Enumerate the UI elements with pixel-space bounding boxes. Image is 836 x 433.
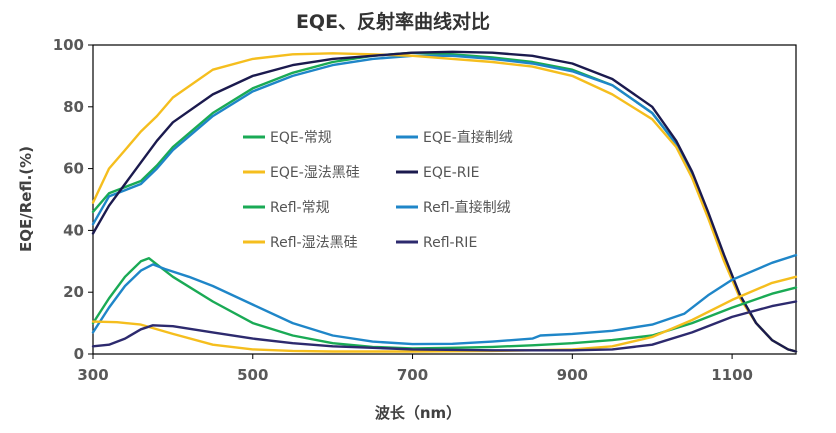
y-axis-title: EQE/Refl.(%)	[17, 146, 35, 252]
y-tick-label: 60	[63, 160, 84, 178]
series-line-7	[91, 275, 798, 353]
series-line-8	[91, 300, 798, 352]
x-tick-label: 1100	[711, 366, 753, 384]
legend-label: EQE-湿法黑硅	[270, 165, 360, 181]
series-line-4	[91, 50, 798, 353]
x-tick-label: 900	[557, 366, 588, 384]
legend-label: EQE-直接制绒	[423, 129, 513, 146]
plot-frame	[92, 44, 797, 355]
y-tick-label: 80	[63, 98, 84, 116]
chart-title: EQE、反射率曲线对比	[296, 10, 490, 33]
y-tick-label: 100	[53, 36, 84, 54]
series-line-6	[91, 253, 798, 346]
y-tick-label: 20	[63, 283, 84, 301]
legend-label: Refl-直接制绒	[423, 199, 511, 216]
legend-label: EQE-常规	[270, 130, 332, 146]
y-tick-label: 40	[63, 221, 84, 239]
series-line-3	[91, 52, 798, 353]
x-axis-title: 波长（nm）	[375, 404, 461, 422]
x-tick-label: 700	[397, 366, 428, 384]
legend-label: EQE-RIE	[423, 165, 479, 181]
x-tick-label: 500	[237, 366, 268, 384]
legend-label: Refl-湿法黑硅	[270, 235, 358, 251]
legend-label: Refl-RIE	[423, 235, 477, 251]
x-tick-label: 300	[77, 366, 108, 384]
series-line-5	[91, 257, 798, 350]
plot-area: 0 20 40 60 80 100 300 500 700 900 1100 EQE-常规 EQE-直接…	[53, 36, 798, 384]
legend-label: Refl-常规	[270, 200, 330, 216]
y-tick-label: 0	[74, 345, 84, 363]
